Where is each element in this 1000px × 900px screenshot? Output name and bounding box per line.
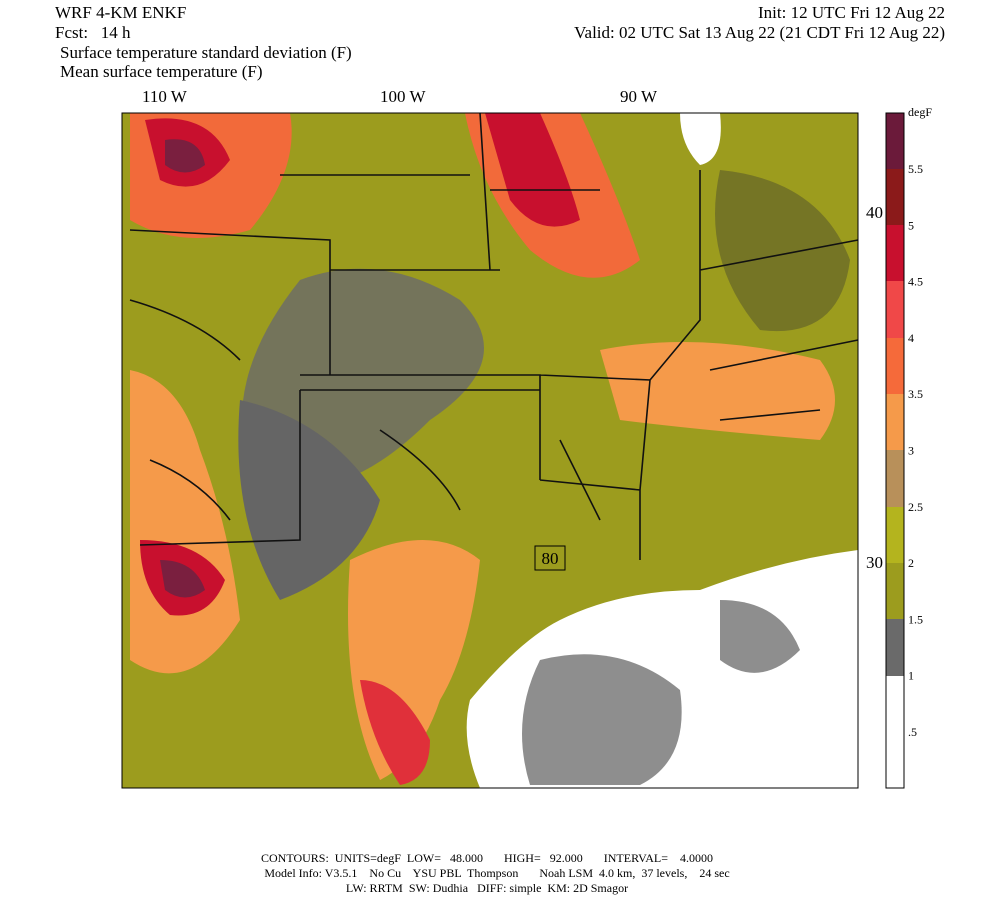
colorbar-label: 1 — [908, 669, 914, 683]
field-title: Surface temperature standard deviation (… — [60, 43, 352, 62]
footer-line: Model Info: V3.5.1 No Cu YSU PBL Thompso… — [264, 866, 729, 880]
contour-label: 80 — [542, 549, 559, 568]
colorbar-label: 3 — [908, 444, 914, 458]
colorbar: degF 5.554.543.532.521.51.5 — [885, 105, 932, 789]
longitude-label: 100 W — [380, 87, 426, 106]
forecast-hour: Fcst: 14 h — [55, 23, 131, 42]
longitude-label: 90 W — [620, 87, 658, 106]
colorbar-label: 1.5 — [908, 612, 923, 626]
init-time: Init: 12 UTC Fri 12 Aug 22 — [758, 3, 945, 22]
longitude-label: 110 W — [142, 87, 188, 106]
colorbar-label: 4 — [908, 331, 914, 345]
colorbar-label: 5.5 — [908, 162, 923, 176]
model-name: WRF 4-KM ENKF — [55, 3, 186, 22]
field-title: Mean surface temperature (F) — [60, 62, 262, 81]
colorbar-label: 2.5 — [908, 500, 923, 514]
colorbar-unit: degF — [908, 105, 932, 119]
map: 80 — [121, 112, 859, 789]
longitude-labels: 110 W 100 W 90 W — [142, 87, 658, 106]
valid-time: Valid: 02 UTC Sat 13 Aug 22 (21 CDT Fri … — [574, 23, 945, 42]
colorbar-label: 4.5 — [908, 275, 923, 289]
colorbar-label: .5 — [908, 725, 917, 739]
footer-line: LW: RRTM SW: Dudhia DIFF: simple KM: 2D … — [346, 881, 628, 895]
colorbar-label: 2 — [908, 556, 914, 570]
colorbar-label: 5 — [908, 218, 914, 232]
colorbar-label: 3.5 — [908, 387, 923, 401]
footer-line: CONTOURS: UNITS=degF LOW= 48.000 HIGH= 9… — [261, 851, 713, 865]
